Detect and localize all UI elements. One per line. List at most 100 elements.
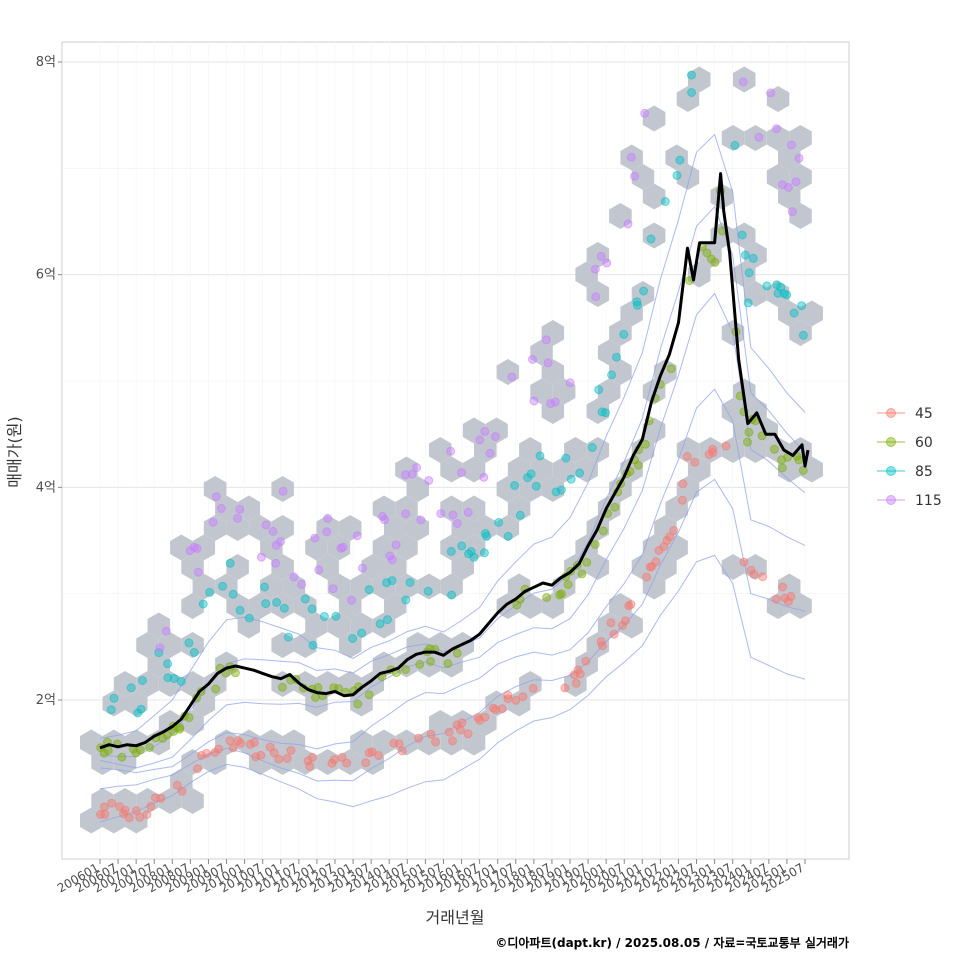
hexbin-cell [766, 125, 790, 151]
data-point [758, 572, 768, 582]
data-point [557, 589, 566, 599]
data-point [575, 669, 585, 679]
hexbin-cell [338, 515, 362, 541]
data-point [412, 463, 422, 473]
data-point [598, 526, 608, 536]
data-point [276, 537, 285, 547]
data-point [103, 746, 113, 756]
data-point [575, 468, 585, 478]
hexbin-cell [181, 788, 204, 814]
data-point [443, 659, 453, 669]
data-point [609, 629, 619, 639]
hexbin-cell [474, 515, 497, 541]
data-point [387, 576, 397, 586]
data-point [329, 755, 339, 765]
data-point [456, 468, 466, 478]
data-point [138, 676, 147, 685]
data-point [374, 751, 384, 760]
data-point [591, 292, 601, 302]
x-axis-ticks: 2006012006072007012007072008012008072009… [55, 859, 807, 896]
data-point [189, 648, 199, 657]
data-point [391, 540, 401, 550]
hexbin-cell [766, 164, 790, 190]
hexbin-cell [733, 66, 756, 93]
hexbin-cell [462, 495, 486, 522]
density-contour [99, 292, 806, 769]
data-point [740, 250, 750, 260]
data-point [710, 257, 720, 267]
density-contour [99, 554, 806, 823]
hexbin-cell [451, 515, 474, 541]
data-point [348, 634, 358, 643]
data-point [619, 329, 629, 339]
data-point [543, 358, 553, 368]
data-point [431, 737, 440, 747]
data-point [156, 793, 166, 803]
data-point [748, 253, 758, 263]
hexbin-cell [113, 749, 137, 775]
data-point [475, 435, 485, 445]
legend-label: 60 [915, 435, 933, 451]
data-point [277, 682, 287, 692]
hexbin-cell [136, 671, 159, 697]
hexbin-cell [530, 456, 553, 483]
hexbin-cell [338, 632, 362, 658]
hexbin-cell [778, 144, 801, 171]
data-point [744, 268, 754, 278]
legend-label: 115 [915, 493, 942, 509]
data-point [446, 446, 456, 456]
hexbin-cell [642, 573, 666, 600]
hexbin-cell [361, 554, 384, 580]
data-point [337, 752, 347, 762]
data-point [289, 572, 299, 582]
data-point [175, 722, 185, 732]
hexbin-cell [181, 593, 204, 619]
data-point [640, 108, 650, 118]
data-point [687, 70, 696, 80]
hexbin-cell [305, 534, 328, 561]
data-point [197, 751, 206, 760]
hexbin-cell [642, 183, 666, 210]
hexbin-cell [687, 456, 711, 483]
hexbin-cell [586, 242, 610, 268]
hexbin-cell [271, 554, 294, 580]
data-point [415, 659, 425, 669]
data-point [256, 750, 266, 760]
data-point [297, 579, 307, 589]
data-point [669, 526, 679, 535]
data-point [269, 748, 279, 758]
data-point [551, 487, 561, 497]
hexbin-cell [586, 554, 610, 580]
hexbin-cell [113, 788, 137, 814]
data-point [749, 569, 759, 579]
hexbin-cell [406, 515, 429, 541]
hexbin-cell [260, 573, 283, 600]
data-point [375, 619, 385, 629]
hexbin-cell [609, 359, 632, 385]
data-point [426, 729, 436, 739]
data-point [256, 552, 266, 562]
data-point [566, 474, 576, 484]
hexbin-cell [620, 612, 643, 639]
hexbin-cell [429, 437, 452, 463]
data-point [211, 492, 221, 502]
data-point [338, 542, 348, 552]
data-point [249, 737, 259, 747]
hexbin-cell [170, 768, 193, 795]
data-point [233, 513, 242, 523]
data-point [308, 640, 318, 650]
data-point [271, 558, 281, 568]
data-point [261, 599, 271, 609]
data-point [590, 264, 600, 274]
hexbin-cell [462, 729, 486, 756]
data-point [342, 758, 352, 768]
data-point [494, 518, 504, 527]
data-point [743, 437, 752, 447]
data-point [590, 540, 600, 549]
data-point [323, 513, 333, 523]
data-point [401, 470, 411, 480]
hexbin-cell [136, 632, 159, 658]
data-point [630, 171, 640, 181]
hexbin-cell [237, 612, 261, 639]
hexbin-cell [384, 593, 407, 619]
